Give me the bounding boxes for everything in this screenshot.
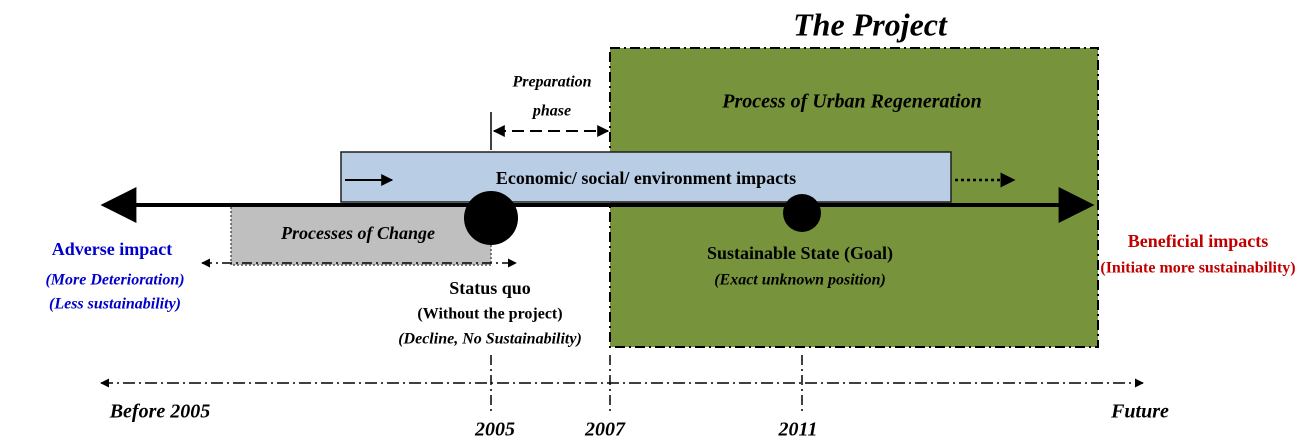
- adverse-line: (Less sustainability): [49, 296, 181, 313]
- status-line: (Decline, No Sustainability): [398, 331, 582, 348]
- beneficial-title: Beneficial impacts: [1128, 231, 1268, 251]
- preparation-label: Preparation: [511, 74, 591, 91]
- beneficial-line: (Initiate more sustainability): [1100, 260, 1295, 277]
- regeneration-label: Process of Urban Regeneration: [721, 91, 981, 113]
- timeline-year: 2011: [778, 419, 818, 440]
- timeline-year: 2005: [474, 419, 515, 440]
- adverse-title: Adverse impact: [52, 239, 172, 259]
- goal-point: [783, 194, 821, 232]
- status-title: Status quo: [449, 278, 531, 298]
- change-label: Processes of Change: [280, 223, 435, 243]
- impacts-label: Economic/ social/ environment impacts: [496, 168, 796, 188]
- timeline-year: 2007: [584, 419, 626, 440]
- preparation-label: phase: [531, 103, 571, 120]
- timeline-start: Before 2005: [109, 401, 211, 423]
- timeline-end: Future: [1110, 401, 1169, 423]
- goal-line: (Exact unknown position): [714, 272, 886, 289]
- title: The Project: [793, 6, 948, 42]
- adverse-line: (More Deterioration): [45, 272, 184, 289]
- status-line: (Without the project): [417, 306, 562, 323]
- goal-title: Sustainable State (Goal): [707, 243, 893, 264]
- status-quo-point: [464, 191, 518, 245]
